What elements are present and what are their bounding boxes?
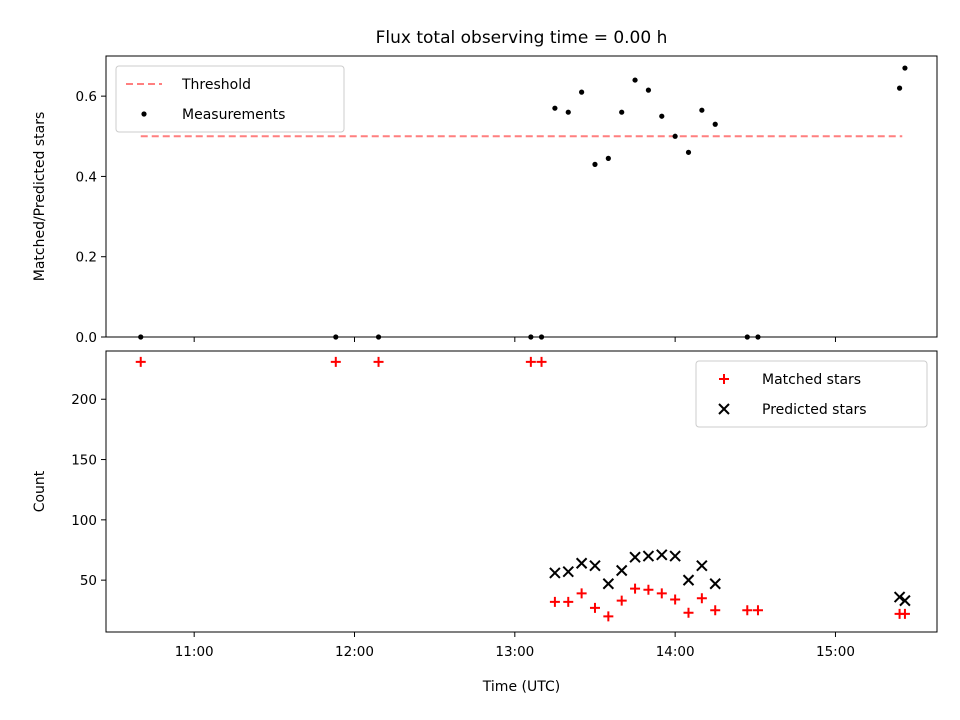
measurement-point [699, 107, 705, 113]
matched-star-marker [616, 595, 627, 606]
matched-star-marker [683, 607, 694, 618]
predicted-star-marker [629, 551, 641, 563]
legend-label: Threshold [181, 77, 251, 93]
matched-star-marker [670, 594, 681, 605]
measurement-point [712, 121, 718, 127]
x-axis-label: Time (UTC) [482, 679, 560, 695]
predicted-star-marker [656, 549, 668, 561]
legend-marker [141, 111, 147, 117]
y-tick-label: 100 [71, 513, 97, 529]
legend-box [115, 65, 345, 133]
matched-star-marker [696, 593, 707, 604]
predicted-star-marker [575, 557, 588, 569]
axes-frame [105, 55, 938, 338]
x-tick-label: 12:00 [335, 644, 374, 660]
y-axis-label: Count [32, 470, 48, 512]
measurement-point [685, 149, 692, 155]
matched-star-marker [135, 356, 146, 367]
matched-star-marker [899, 608, 910, 619]
matched-star-marker [330, 356, 341, 367]
predicted-star-marker [696, 559, 708, 572]
legend: Matched stars Predicted stars [695, 360, 928, 428]
y-tick-label: 150 [71, 453, 97, 469]
measurement-point [565, 109, 571, 115]
legend-marker [718, 403, 730, 415]
measurement-point [902, 65, 908, 71]
measurement-point [659, 113, 665, 119]
y-axis-label: Matched/Predicted stars [32, 112, 48, 282]
predicted-star-marker [899, 594, 911, 607]
matched-star-marker [576, 588, 587, 599]
measurement-point [672, 133, 678, 139]
matched-star-marker [603, 611, 614, 622]
predicted-star-marker [562, 565, 574, 578]
measurement-point [896, 85, 903, 91]
measurement-point [592, 161, 598, 167]
matched-star-marker [742, 605, 753, 616]
measurement-point [645, 87, 652, 93]
x-tick-label: 11:00 [175, 644, 214, 660]
measurement-point [579, 89, 585, 95]
chart-title: Flux total observing time = 0.00 h [376, 28, 668, 48]
matched-star-marker [373, 356, 384, 367]
predicted-star-marker [589, 559, 601, 572]
y-tick-label: 0.4 [76, 169, 97, 185]
legend-label: Predicted stars [762, 402, 867, 418]
measurement-point [619, 109, 625, 115]
series-matched-stars [135, 356, 910, 622]
x-tick-label: 15:00 [816, 644, 855, 660]
predicted-star-marker [642, 550, 655, 562]
y-tick-label: 0.6 [76, 89, 97, 105]
matched-star-marker [630, 583, 641, 594]
axes-frame [105, 350, 938, 633]
legend-label: Measurements [182, 107, 285, 123]
y-tick-label: 0.2 [76, 250, 97, 266]
matched-star-marker [563, 596, 574, 607]
matched-star-marker [656, 588, 667, 599]
measurement-point [605, 155, 611, 161]
matched-star-marker [589, 602, 600, 613]
x-tick-label: 14:00 [656, 644, 695, 660]
matched-star-marker [752, 605, 763, 616]
predicted-star-marker [893, 591, 906, 603]
predicted-star-marker [615, 564, 628, 577]
top-panel: 0.0 0.2 0.4 0.6 Matched/Predicted stars Thres… [32, 55, 938, 346]
matched-star-marker [710, 605, 721, 616]
bottom-panel: 50 100 150 200 11:00 12:00 13:00 14:00 15:00 Coun… [32, 350, 938, 695]
x-tick-label: 13:00 [495, 644, 534, 660]
predicted-star-marker [602, 578, 615, 590]
measurement-point [632, 77, 638, 83]
legend-marker [719, 374, 729, 384]
predicted-star-marker [669, 550, 681, 562]
series-predicted-stars [549, 549, 911, 607]
matched-star-marker [536, 356, 547, 367]
predicted-star-marker [709, 578, 721, 590]
predicted-star-marker [549, 567, 561, 579]
legend-box [695, 360, 928, 428]
measurement-point [552, 105, 558, 111]
legend: Threshold Measurements [115, 65, 345, 133]
y-tick-label: 200 [71, 392, 97, 408]
predicted-star-marker [682, 574, 695, 586]
matched-star-marker [549, 596, 560, 607]
matched-star-marker [643, 584, 654, 595]
legend-label: Matched stars [762, 372, 861, 388]
y-tick-label: 50 [80, 573, 97, 589]
matched-star-marker [525, 356, 536, 367]
y-tick-label: 0.0 [76, 330, 97, 346]
